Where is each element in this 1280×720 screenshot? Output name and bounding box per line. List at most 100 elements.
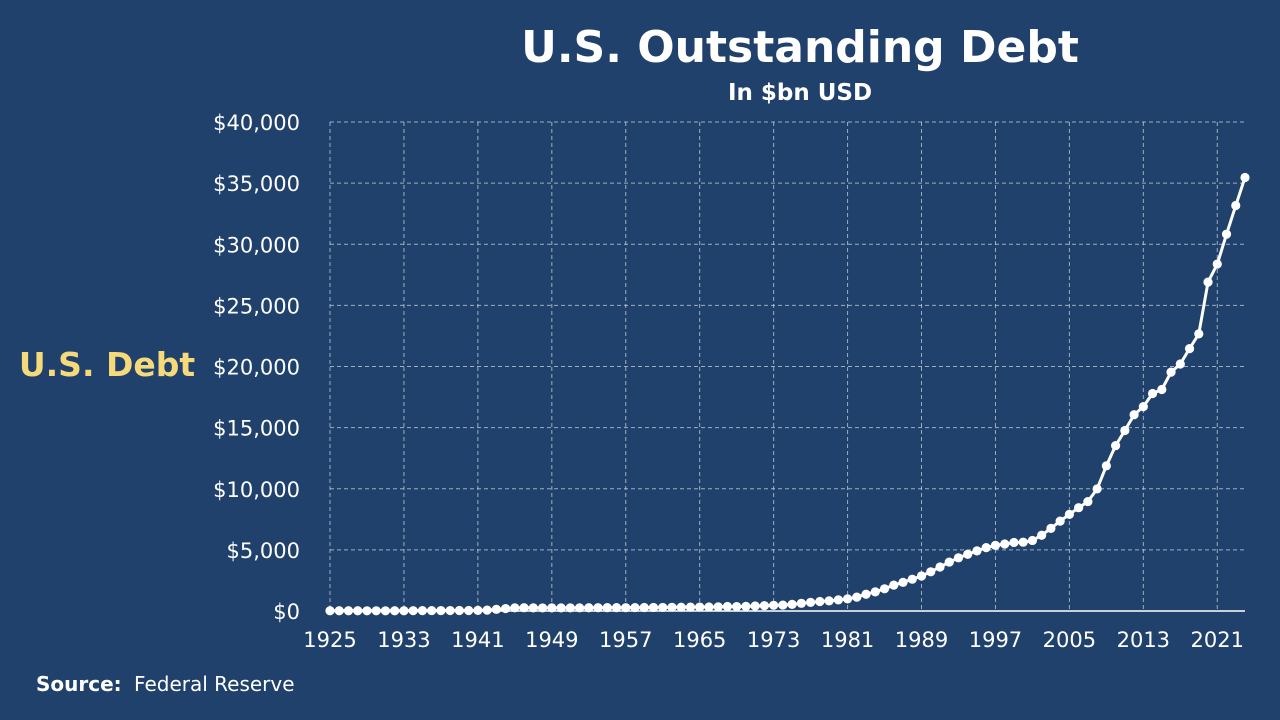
data-point	[824, 596, 834, 606]
x-tick-labels: 1925 1933 1941 1949 1957 1965 1973 1981 1989 1997…	[303, 628, 1244, 652]
data-point	[1064, 509, 1074, 519]
data-point	[1166, 367, 1176, 377]
x-tick-label: 1941	[451, 628, 504, 652]
data-point	[685, 602, 696, 612]
data-point	[371, 606, 381, 616]
data-point	[658, 602, 668, 613]
data-point	[981, 543, 991, 553]
data-point	[944, 557, 954, 567]
x-tick-label: 1997	[969, 628, 1022, 652]
data-point	[537, 603, 548, 613]
data-point	[722, 601, 733, 612]
data-point	[1046, 523, 1056, 533]
data-point	[528, 603, 538, 613]
data-point	[713, 602, 723, 612]
data-point	[704, 602, 714, 612]
data-point	[584, 603, 594, 613]
data-point	[611, 603, 622, 613]
data-point	[1111, 441, 1121, 451]
data-point	[547, 603, 557, 613]
data-point	[852, 592, 862, 602]
source-label: Source:	[36, 672, 122, 696]
data-point	[676, 602, 686, 612]
x-tick-label: 1925	[303, 628, 356, 652]
x-tick-label: 1957	[599, 628, 652, 652]
data-point	[556, 603, 566, 613]
data-point	[879, 584, 890, 594]
data-point	[953, 553, 964, 563]
y-tick-label: $5,000	[227, 539, 300, 563]
data-point	[1027, 535, 1038, 546]
data-point	[695, 602, 705, 612]
data-point	[621, 603, 631, 613]
series-line-us-debt	[329, 177, 1247, 613]
data-point	[445, 605, 455, 616]
data-point	[842, 594, 853, 604]
data-point	[482, 605, 492, 615]
data-point	[630, 602, 640, 613]
y-axis-label: U.S. Debt	[19, 345, 196, 384]
grid-lines	[329, 121, 1245, 611]
x-tick-label: 1933	[377, 628, 430, 652]
x-tick-label: 2013	[1117, 628, 1170, 652]
data-point	[1184, 344, 1195, 354]
data-point	[750, 601, 760, 611]
data-point	[454, 605, 464, 616]
data-point	[1120, 425, 1130, 436]
data-point	[1074, 503, 1084, 513]
data-point	[1092, 484, 1102, 494]
data-point	[380, 606, 391, 616]
data-point	[1129, 410, 1139, 420]
data-point	[861, 589, 871, 599]
y-tick-label: $0	[273, 600, 300, 624]
x-tick-label: 1965	[673, 628, 726, 652]
data-point	[501, 603, 511, 614]
data-point	[1147, 388, 1158, 399]
y-tick-label: $15,000	[213, 417, 300, 441]
data-point	[574, 603, 585, 613]
y-tick-label: $20,000	[213, 356, 300, 380]
data-point	[362, 606, 372, 616]
data-point	[390, 606, 400, 616]
data-point	[648, 602, 659, 613]
data-point	[353, 606, 363, 616]
data-point	[769, 600, 779, 610]
data-point	[427, 605, 437, 616]
data-point	[1018, 537, 1028, 547]
data-point	[1221, 229, 1232, 239]
data-point	[473, 605, 483, 616]
data-point	[510, 603, 520, 613]
data-point	[806, 597, 816, 607]
data-point	[926, 567, 936, 577]
data-point	[343, 606, 354, 616]
data-point	[519, 603, 529, 613]
source-note: Source: Federal Reserve	[36, 672, 295, 696]
data-point	[732, 601, 742, 612]
data-point	[916, 571, 927, 581]
x-tick-label: 1989	[895, 628, 948, 652]
data-point	[464, 605, 474, 616]
data-point	[1000, 539, 1010, 549]
data-point	[1194, 329, 1204, 339]
data-point	[1203, 277, 1213, 287]
data-point	[1101, 461, 1111, 471]
data-point	[963, 549, 973, 559]
data-point	[778, 600, 788, 610]
data-point	[815, 596, 825, 607]
data-point	[833, 595, 843, 605]
data-point	[334, 606, 344, 616]
data-point	[889, 580, 899, 590]
data-point	[417, 606, 428, 616]
data-point	[602, 603, 612, 613]
x-tick-label: 2021	[1191, 628, 1244, 652]
data-point	[436, 605, 446, 616]
data-point	[1240, 172, 1250, 183]
x-tick-label: 1973	[747, 628, 800, 652]
data-point	[667, 602, 677, 612]
data-point	[907, 574, 917, 584]
data-point	[399, 606, 409, 616]
data-point	[796, 598, 806, 608]
y-tick-label: $30,000	[213, 233, 300, 257]
data-point	[1175, 359, 1185, 369]
